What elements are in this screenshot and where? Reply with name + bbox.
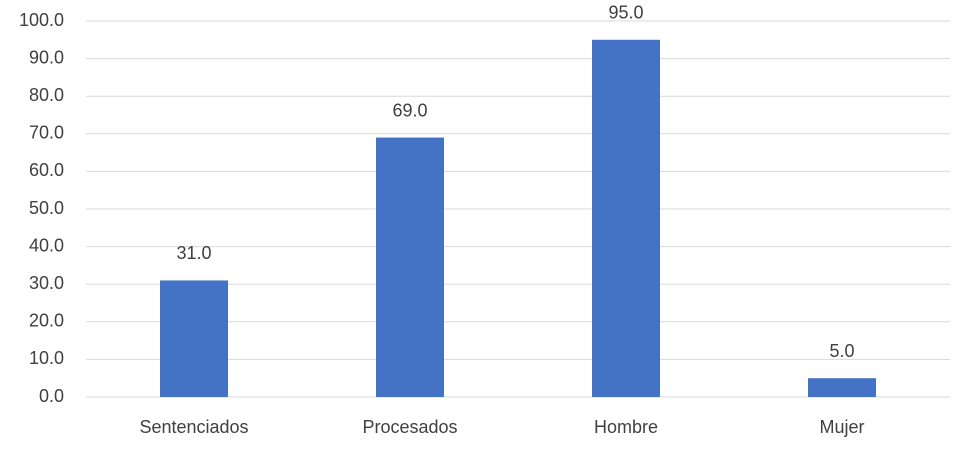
x-tick-label: Hombre (594, 417, 658, 437)
bar (808, 378, 876, 397)
y-tick-label: 70.0 (29, 123, 64, 143)
y-tick-label: 60.0 (29, 160, 64, 180)
data-label: 5.0 (829, 341, 854, 361)
y-tick-label: 40.0 (29, 235, 64, 255)
x-tick-label: Procesados (362, 417, 457, 437)
y-tick-label: 80.0 (29, 85, 64, 105)
x-tick-label: Mujer (819, 417, 864, 437)
y-tick-label: 10.0 (29, 348, 64, 368)
x-tick-label: Sentenciados (139, 417, 248, 437)
y-tick-label: 90.0 (29, 47, 64, 67)
bar (160, 280, 228, 397)
data-label: 69.0 (392, 100, 427, 120)
data-label: 31.0 (176, 243, 211, 263)
data-label: 95.0 (608, 3, 643, 23)
y-tick-label: 20.0 (29, 311, 64, 331)
y-tick-label: 50.0 (29, 198, 64, 218)
bar (592, 39, 660, 398)
y-tick-label: 30.0 (29, 273, 64, 293)
bar (376, 137, 444, 397)
y-tick-label: 0.0 (39, 386, 64, 406)
y-tick-label: 100.0 (19, 10, 64, 30)
